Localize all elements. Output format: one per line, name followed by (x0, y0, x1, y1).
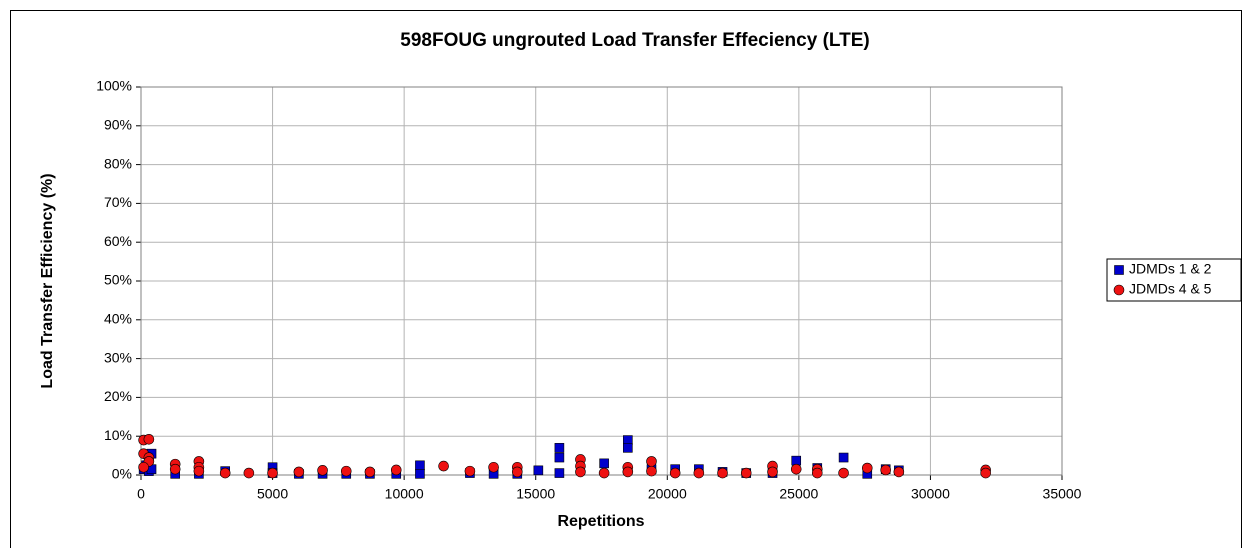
data-point (511, 466, 523, 478)
data-point (143, 434, 155, 445)
data-point (980, 467, 991, 479)
data-point (575, 466, 586, 478)
data-point (598, 467, 610, 479)
data-point (599, 458, 609, 469)
data-point (293, 466, 305, 478)
legend-marker (1114, 265, 1124, 275)
chart-title: 598FOUG ungrouted Load Transfer Effecien… (400, 30, 869, 51)
data-point (554, 443, 565, 453)
data-point (364, 466, 376, 478)
x-tick-label: 30000 (911, 486, 950, 502)
legend-label: JDMDs 4 & 5 (1129, 281, 1212, 297)
data-point (880, 464, 891, 476)
data-point (219, 467, 231, 479)
y-tick-label: 30% (104, 349, 132, 365)
data-point (811, 467, 823, 479)
x-tick-label: 25000 (779, 486, 818, 502)
x-tick-label: 15000 (516, 486, 555, 502)
x-tick-label: 5000 (257, 486, 288, 502)
legend-label: JDMDs 1 & 2 (1129, 261, 1212, 277)
data-point (488, 461, 499, 473)
data-point (838, 452, 849, 463)
data-point (646, 456, 657, 467)
y-tick-label: 70% (104, 194, 132, 210)
data-point (669, 467, 681, 479)
data-point (623, 443, 633, 453)
x-tick-label: 35000 (1043, 486, 1082, 502)
y-tick-label: 10% (104, 427, 132, 443)
y-tick-label: 50% (104, 272, 132, 288)
legend-box (1106, 258, 1242, 302)
data-point (415, 460, 425, 471)
data-point (790, 463, 802, 475)
data-point (740, 467, 752, 479)
data-point (693, 467, 705, 479)
data-point (243, 467, 255, 479)
y-tick-label: 40% (104, 311, 132, 327)
data-point (646, 465, 657, 477)
y-tick-label: 100% (96, 78, 132, 94)
data-point (533, 465, 544, 476)
legend-marker (1113, 284, 1125, 296)
x-tick-label: 10000 (385, 486, 424, 502)
data-point (893, 466, 905, 478)
data-point (838, 467, 849, 479)
data-point (767, 466, 778, 478)
data-point (169, 463, 181, 475)
data-point (138, 461, 149, 473)
y-tick-label: 60% (104, 233, 132, 249)
y-tick-label: 80% (104, 155, 132, 171)
data-point (390, 464, 402, 476)
data-point (861, 462, 873, 474)
data-point (554, 468, 565, 478)
y-tick-label: 20% (104, 388, 132, 404)
data-point (317, 465, 328, 476)
data-point (791, 455, 802, 466)
data-point (464, 465, 476, 477)
data-point (415, 469, 425, 479)
data-point (340, 465, 352, 477)
y-axis-label: Load Transfer Efficiency (%) (39, 173, 56, 388)
data-point (554, 452, 565, 463)
x-tick-label: 20000 (648, 486, 687, 502)
data-point (267, 467, 278, 479)
data-point (438, 460, 449, 472)
y-tick-label: 90% (104, 117, 132, 133)
x-axis-label: Repetitions (557, 513, 644, 530)
y-tick-label: 0% (112, 466, 132, 482)
x-tick-label: 0 (137, 486, 145, 502)
data-point (193, 465, 205, 477)
data-point (622, 466, 634, 478)
data-point (717, 467, 728, 479)
